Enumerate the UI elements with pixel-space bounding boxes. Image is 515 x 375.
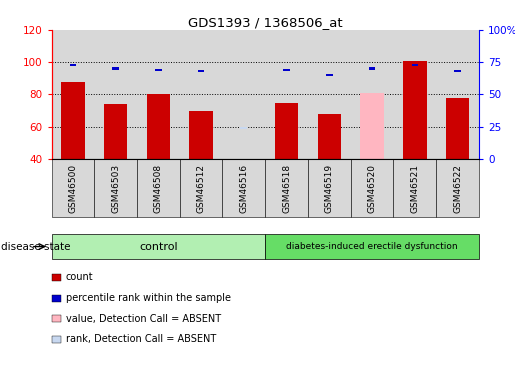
- Bar: [454, 70, 461, 72]
- Text: count: count: [66, 273, 94, 282]
- Bar: [70, 64, 76, 66]
- Bar: [94, 159, 137, 218]
- Bar: [241, 127, 247, 129]
- Text: GSM46516: GSM46516: [239, 164, 248, 213]
- Text: disease state: disease state: [1, 242, 70, 252]
- Text: GSM46519: GSM46519: [325, 164, 334, 213]
- Bar: [351, 159, 393, 218]
- Bar: [180, 159, 222, 218]
- Text: GSM46520: GSM46520: [368, 164, 376, 213]
- Text: GSM46500: GSM46500: [68, 164, 77, 213]
- Text: percentile rank within the sample: percentile rank within the sample: [66, 293, 231, 303]
- Bar: [411, 64, 418, 66]
- Text: value, Detection Call = ABSENT: value, Detection Call = ABSENT: [66, 314, 221, 324]
- Text: GSM46508: GSM46508: [154, 164, 163, 213]
- Bar: [147, 94, 170, 159]
- Bar: [326, 74, 333, 76]
- Text: GSM46503: GSM46503: [111, 164, 120, 213]
- Bar: [155, 69, 162, 71]
- Text: diabetes-induced erectile dysfunction: diabetes-induced erectile dysfunction: [286, 242, 458, 251]
- Bar: [222, 30, 265, 159]
- Bar: [393, 159, 436, 218]
- Text: GSM46522: GSM46522: [453, 164, 462, 213]
- Bar: [275, 102, 298, 159]
- Bar: [190, 111, 213, 159]
- Bar: [137, 30, 180, 159]
- Bar: [265, 159, 308, 218]
- Text: rank, Detection Call = ABSENT: rank, Detection Call = ABSENT: [66, 334, 216, 344]
- Bar: [222, 159, 265, 218]
- Bar: [137, 159, 180, 218]
- Bar: [180, 30, 222, 159]
- Bar: [393, 30, 436, 159]
- Bar: [318, 114, 341, 159]
- Bar: [61, 81, 84, 159]
- Bar: [360, 93, 384, 159]
- Text: GSM46512: GSM46512: [197, 164, 205, 213]
- Text: control: control: [139, 242, 178, 252]
- Bar: [112, 68, 119, 70]
- Bar: [308, 30, 351, 159]
- Text: GSM46518: GSM46518: [282, 164, 291, 213]
- Bar: [52, 30, 94, 159]
- Bar: [351, 30, 393, 159]
- Bar: [52, 159, 94, 218]
- Bar: [104, 104, 127, 159]
- Bar: [198, 70, 204, 72]
- Bar: [436, 30, 479, 159]
- Title: GDS1393 / 1368506_at: GDS1393 / 1368506_at: [188, 16, 342, 29]
- Bar: [94, 30, 137, 159]
- Bar: [265, 30, 308, 159]
- Text: GSM46521: GSM46521: [410, 164, 419, 213]
- Bar: [446, 98, 469, 159]
- Bar: [369, 68, 375, 70]
- Bar: [436, 159, 479, 218]
- Bar: [403, 61, 426, 159]
- Bar: [308, 159, 351, 218]
- Bar: [283, 69, 290, 71]
